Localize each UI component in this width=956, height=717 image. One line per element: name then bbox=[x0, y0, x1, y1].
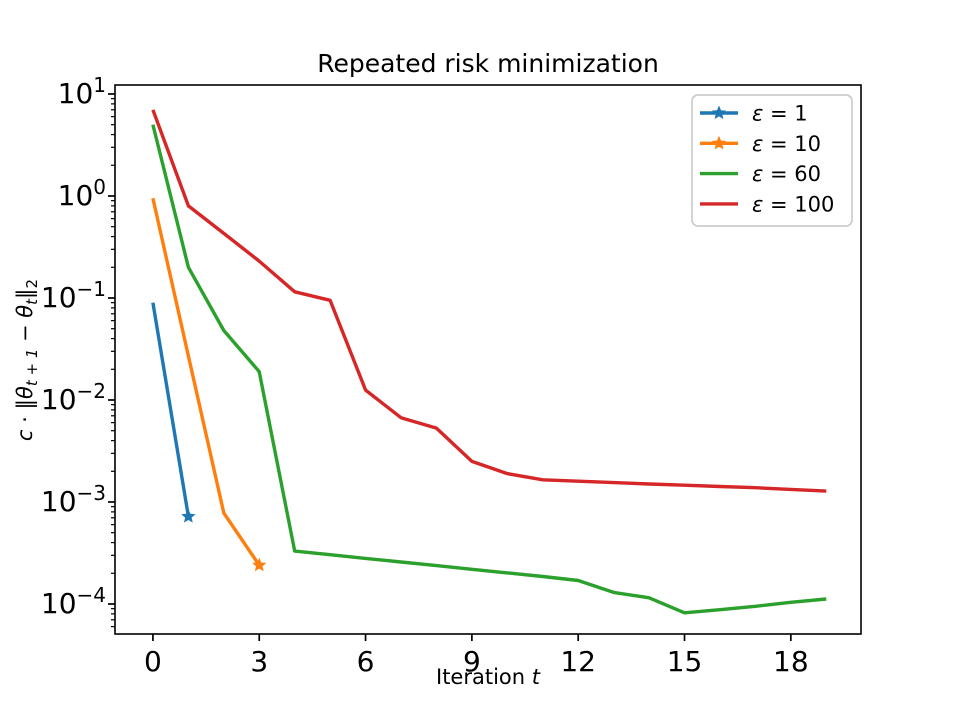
axes-spines bbox=[114, 84, 862, 635]
y-tick-label: 100 bbox=[58, 175, 106, 212]
series-line-1 bbox=[151, 197, 261, 567]
series-line-3 bbox=[151, 109, 827, 493]
chart-title: Repeated risk minimization bbox=[317, 49, 659, 78]
legend-marker-0 bbox=[711, 105, 727, 120]
x-tick-label: 18 bbox=[773, 645, 809, 678]
x-axis-label: Iteration t bbox=[436, 665, 541, 689]
x-tick-label: 3 bbox=[250, 645, 268, 678]
legend-label-0: ε = 1 bbox=[752, 102, 808, 126]
series-line-0 bbox=[151, 302, 191, 517]
x-axis-label-text: Iteration bbox=[436, 665, 532, 689]
plot-area: 0 3 6 9 12 15 18 101 100 10−1 10−2 10−3 10−4 ε = 1 ε =… bbox=[41, 73, 862, 678]
x-tick-label: 9 bbox=[463, 645, 481, 678]
legend-label-3: ε = 100 bbox=[752, 192, 834, 216]
series-end-marker-0 bbox=[181, 509, 196, 523]
x-tick-label: 6 bbox=[357, 645, 375, 678]
legend-label-2: ε = 60 bbox=[752, 162, 821, 186]
x-axis-label-variable: t bbox=[532, 665, 541, 689]
y-tick-label: 10−1 bbox=[41, 277, 106, 314]
x-tick-label: 12 bbox=[560, 645, 596, 678]
y-tick-label: 101 bbox=[58, 73, 106, 110]
series-end-marker-1 bbox=[252, 557, 267, 572]
x-tick-label: 0 bbox=[144, 645, 162, 678]
x-tick-label: 15 bbox=[667, 645, 703, 678]
legend-marker-1 bbox=[711, 135, 727, 150]
y-tick-label: 10−4 bbox=[41, 583, 106, 620]
legend-box bbox=[691, 94, 853, 227]
y-axis-label: c ⋅ ‖θt + 1 − θt‖2 bbox=[13, 279, 41, 441]
series-line-2 bbox=[151, 124, 827, 615]
legend-label-1: ε = 10 bbox=[752, 132, 821, 156]
y-tick-label: 10−2 bbox=[41, 379, 106, 416]
y-tick-label: 10−3 bbox=[41, 481, 106, 518]
